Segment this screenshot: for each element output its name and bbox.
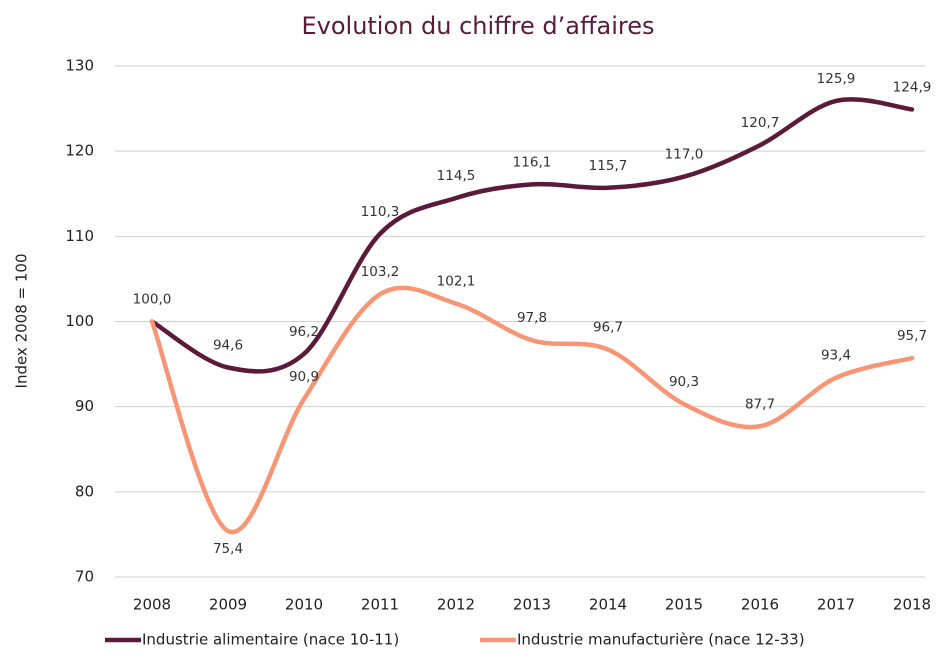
data-label: 90,9 bbox=[289, 369, 319, 385]
x-tick-label: 2014 bbox=[589, 596, 627, 614]
data-label: 100,0 bbox=[133, 292, 172, 308]
data-label: 87,7 bbox=[745, 396, 775, 412]
data-label: 114,5 bbox=[437, 168, 476, 184]
y-tick-label: 130 bbox=[65, 57, 94, 75]
data-label: 125,9 bbox=[817, 71, 856, 87]
y-tick-label: 70 bbox=[75, 568, 94, 586]
x-tick-label: 2009 bbox=[209, 596, 247, 614]
x-tick-label: 2012 bbox=[437, 596, 475, 614]
data-label: 116,1 bbox=[513, 154, 552, 170]
y-tick-label: 120 bbox=[65, 142, 94, 160]
data-label: 124,9 bbox=[893, 79, 932, 95]
data-label: 75,4 bbox=[213, 541, 243, 557]
data-label: 97,8 bbox=[517, 310, 547, 326]
data-label: 96,7 bbox=[593, 320, 623, 336]
data-label: 115,7 bbox=[589, 158, 628, 174]
line bbox=[149, 285, 915, 535]
legend-label: Industrie manufacturière (nace 12-33) bbox=[517, 631, 805, 649]
x-tick-label: 2018 bbox=[893, 596, 931, 614]
y-axis-label: Index 2008 = 100 bbox=[13, 254, 31, 389]
chart-title: Evolution du chiffre d’affaires bbox=[301, 12, 654, 40]
x-tick-label: 2010 bbox=[285, 596, 323, 614]
data-label: 93,4 bbox=[821, 348, 851, 364]
x-tick-label: 2017 bbox=[817, 596, 855, 614]
data-label: 102,1 bbox=[437, 274, 476, 290]
x-tick-label: 2008 bbox=[133, 596, 171, 614]
data-label: 95,7 bbox=[897, 328, 927, 344]
data-label: 117,0 bbox=[665, 147, 704, 163]
x-tick-label: 2011 bbox=[361, 596, 399, 614]
x-tick-label: 2016 bbox=[741, 596, 779, 614]
data-label: 103,2 bbox=[361, 264, 400, 280]
data-label: 110,3 bbox=[361, 204, 400, 220]
data-label: 120,7 bbox=[741, 115, 780, 131]
y-tick-label: 90 bbox=[75, 397, 94, 415]
line bbox=[149, 97, 915, 374]
y-tick-label: 80 bbox=[75, 482, 94, 500]
y-tick-label: 110 bbox=[65, 227, 94, 245]
data-label: 96,2 bbox=[289, 324, 319, 340]
x-tick-label: 2013 bbox=[513, 596, 551, 614]
data-label: 94,6 bbox=[213, 337, 243, 353]
data-label: 90,3 bbox=[669, 374, 699, 390]
y-tick-label: 100 bbox=[65, 312, 94, 330]
legend-label: Industrie alimentaire (nace 10-11) bbox=[142, 631, 399, 649]
x-tick-label: 2015 bbox=[665, 596, 703, 614]
